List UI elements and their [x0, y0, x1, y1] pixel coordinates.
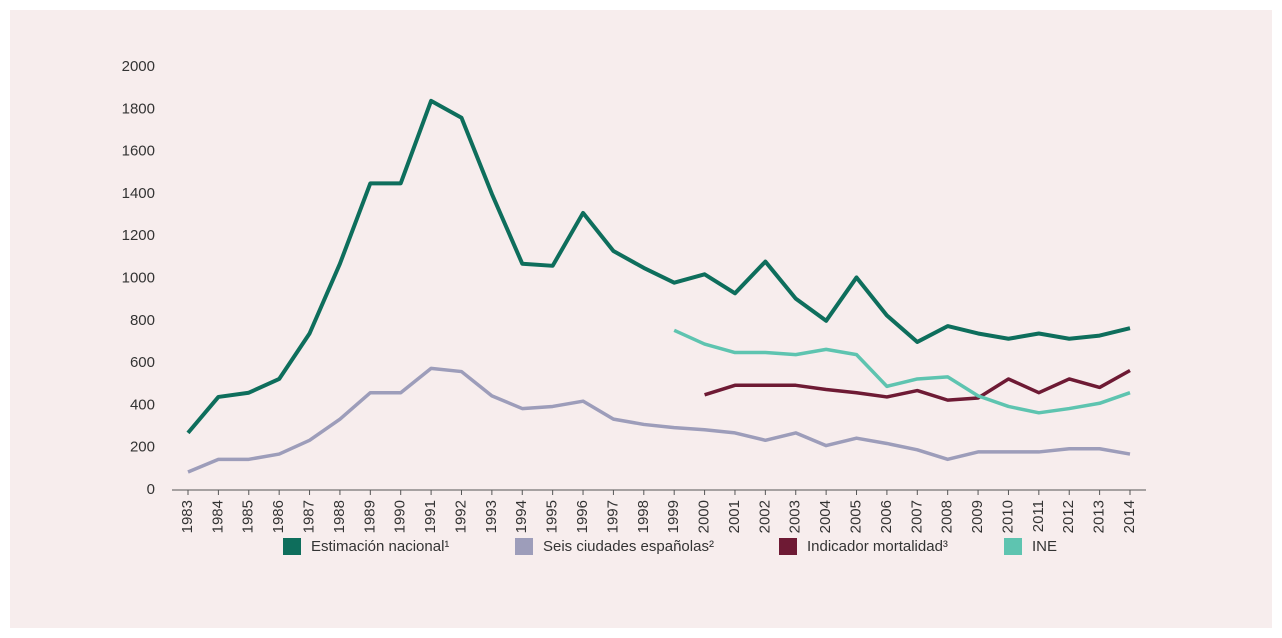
x-tick-label: 1997: [604, 500, 621, 533]
x-tick-label: 2010: [999, 500, 1016, 533]
x-tick-label: 2005: [847, 500, 864, 533]
x-tick-label: 1999: [665, 500, 682, 533]
x-tick-label: 2006: [878, 500, 895, 533]
x-tick-label: 2014: [1121, 500, 1138, 533]
x-tick-label: 2009: [969, 500, 986, 533]
legend-swatch: [515, 538, 533, 555]
x-tick-label: 2011: [1030, 500, 1047, 532]
x-tick-label: 1988: [331, 500, 348, 533]
x-tick-label: 1983: [179, 500, 196, 533]
legend-label: INE: [1032, 538, 1057, 555]
x-tick-label: 1987: [301, 500, 318, 533]
x-tick-label: 2001: [726, 500, 743, 533]
legend-label: Estimación nacional¹: [311, 538, 449, 555]
series-line: [187, 366, 1131, 474]
y-tick-label: 800: [130, 312, 155, 329]
x-tick-label: 2003: [787, 500, 804, 533]
x-tick-label: 2000: [696, 500, 713, 533]
legend-swatch: [283, 538, 301, 555]
legend-swatch: [779, 538, 797, 555]
series-line: [704, 368, 1131, 402]
y-tick-label: 600: [130, 354, 155, 371]
legend-label: Indicador mortalidad³: [807, 538, 948, 555]
y-tick-label: 2000: [122, 58, 155, 75]
x-tick-label: 2004: [817, 500, 834, 533]
legend-swatch: [1004, 538, 1022, 555]
x-tick-label: 1994: [513, 500, 530, 533]
x-tick-label: 1996: [574, 500, 591, 533]
x-tick-label: 1991: [422, 500, 439, 533]
series-line: [673, 328, 1131, 415]
x-tick-label: 2013: [1091, 500, 1108, 533]
x-tick-label: 2002: [756, 500, 773, 533]
series-line: [186, 98, 1131, 435]
x-tick-label: 1986: [270, 500, 287, 533]
x-tick-label: 2007: [908, 500, 925, 533]
x-tick-label: 2012: [1060, 500, 1077, 533]
x-tick-label: 1992: [452, 500, 469, 533]
y-tick-label: 1800: [122, 100, 155, 117]
y-tick-label: 200: [130, 439, 155, 456]
x-tick-label: 1989: [361, 500, 378, 533]
x-tick-label: 1995: [544, 500, 561, 533]
x-tick-label: 1993: [483, 500, 500, 533]
legend: Estimación nacional¹ Seis ciudades españo…: [283, 538, 1057, 555]
x-tick-label: 2008: [939, 500, 956, 533]
x-tick-label: 1990: [392, 500, 409, 533]
y-tick-label: 1000: [122, 269, 155, 286]
y-tick-label: 0: [147, 481, 155, 498]
chart-background: [10, 10, 1272, 628]
y-tick-label: 1400: [122, 185, 155, 202]
x-tick-label: 1985: [240, 500, 257, 533]
y-tick-label: 400: [130, 396, 155, 413]
y-tick-label: 1600: [122, 143, 155, 160]
legend-label: Seis ciudades españolas²: [543, 538, 714, 555]
y-tick-label: 1200: [122, 227, 155, 244]
x-tick-label: 1984: [209, 500, 226, 533]
x-tick-label: 1998: [635, 500, 652, 533]
